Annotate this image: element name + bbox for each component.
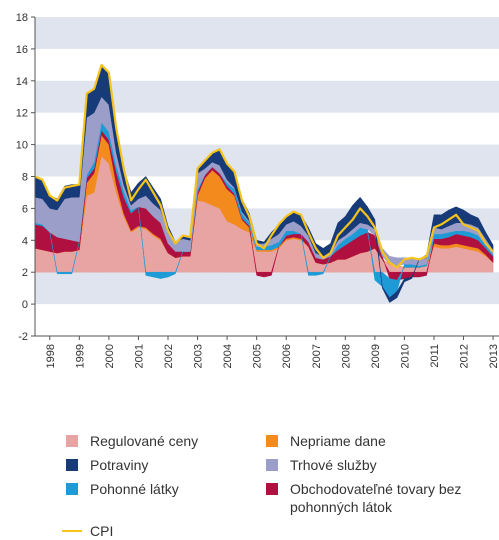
y-tick-label: 14: [16, 76, 28, 88]
x-tick-label: 2007: [311, 344, 323, 368]
y-tick-label: 0: [22, 299, 28, 311]
legend-swatch: [66, 459, 78, 471]
x-tick-label: 2005: [252, 344, 264, 368]
legend-swatch: [266, 483, 278, 495]
x-tick-label: 2006: [281, 344, 293, 368]
x-tick-label: 2000: [104, 344, 116, 368]
legend-swatch: [66, 435, 78, 447]
legend-label: Obchodovateľné tovary bez pohonných láto…: [290, 481, 462, 515]
x-tick-label: 2011: [429, 344, 441, 368]
cpi-line: [34, 63, 494, 269]
y-tick-label: 18: [16, 12, 28, 24]
legend-item: Regulované ceny: [66, 432, 266, 450]
legend-label: CPI: [90, 523, 114, 539]
legend-item: Trhové služby: [266, 456, 486, 474]
legend-swatch: [266, 435, 278, 447]
legend-label: Pohonné látky: [90, 481, 179, 497]
y-tick-label: 6: [22, 203, 28, 215]
y-tick-label: 2: [22, 267, 28, 279]
grid-band: [35, 272, 499, 305]
x-tick-label: 1998: [45, 344, 57, 368]
legend-line: [62, 530, 82, 532]
x-tick-label: 2001: [133, 344, 145, 368]
legend-item: Potraviny: [66, 456, 266, 474]
chart: -2 0 2 4 6 8 10 12 14 16 18 1998 1999 2000 2001 2002 200…: [16, 12, 499, 368]
page: {"chart_data": {"type": "stacked-area", …: [15, 12, 499, 539]
legend-label: Potraviny: [90, 457, 149, 473]
y-tick-label: 8: [22, 172, 28, 184]
x-tick-label: 2012: [459, 344, 471, 368]
legend: Regulované ceny Nepriame dane Obchodovateľ…: [62, 432, 496, 540]
x-tick-label: 2004: [222, 344, 234, 368]
legend-item: CPI: [62, 522, 266, 540]
x-tick-label: 2002: [163, 344, 175, 368]
y-tick-label: -2: [18, 331, 28, 343]
x-tick-label: 1999: [74, 344, 86, 368]
legend-swatch: [266, 459, 278, 471]
x-tick-label: 2010: [399, 344, 411, 368]
legend-label: Regulované ceny: [90, 433, 199, 449]
x-tick-label: 2009: [370, 344, 382, 368]
legend-label: Nepriame dane: [290, 433, 386, 449]
x-tick-label: 2013: [488, 344, 499, 368]
legend-label: Trhové služby: [290, 457, 377, 473]
legend-item: Pohonné látky: [66, 480, 266, 516]
x-tick-label: 2003: [193, 344, 205, 368]
y-tick-label: 10: [16, 140, 28, 152]
x-tick-label: 2008: [340, 344, 352, 368]
legend-item: Obchodovateľné tovary bez pohonných láto…: [266, 480, 486, 516]
legend-item: Nepriame dane: [266, 432, 486, 450]
legend-swatch: [66, 483, 78, 495]
y-tick-label: 16: [16, 44, 28, 56]
y-tick-label: 4: [22, 235, 28, 247]
y-tick-label: 12: [16, 108, 28, 120]
grid-band: [35, 17, 499, 49]
